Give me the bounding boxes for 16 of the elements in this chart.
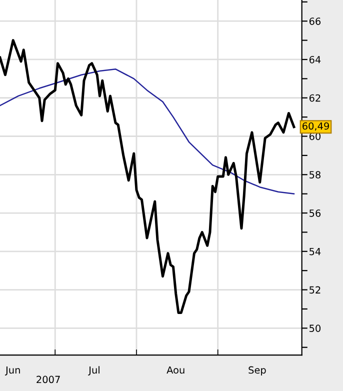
y-tick-label: 62 bbox=[309, 94, 320, 102]
y-tick-label: 50 bbox=[310, 324, 321, 332]
y-tick-label: 58 bbox=[310, 171, 320, 178]
y-tick-label: 52 bbox=[310, 286, 320, 294]
x-tick-label: Aou bbox=[166, 366, 184, 374]
annotation: 60,49 bbox=[302, 122, 329, 131]
x-tick-label: Jun bbox=[5, 366, 20, 376]
line-series bbox=[0, 39, 296, 314]
y-tick-label: 64 bbox=[309, 56, 321, 64]
y-tick-label: 56 bbox=[310, 209, 321, 217]
y-tick-label: 54 bbox=[310, 248, 321, 256]
y-tick-label: 66 bbox=[309, 18, 321, 25]
x-tick-label: Sep bbox=[248, 366, 266, 376]
x-axis-title: 2007 bbox=[36, 376, 60, 384]
x-tick-label: Jul bbox=[88, 366, 100, 376]
line-series bbox=[0, 68, 295, 194]
